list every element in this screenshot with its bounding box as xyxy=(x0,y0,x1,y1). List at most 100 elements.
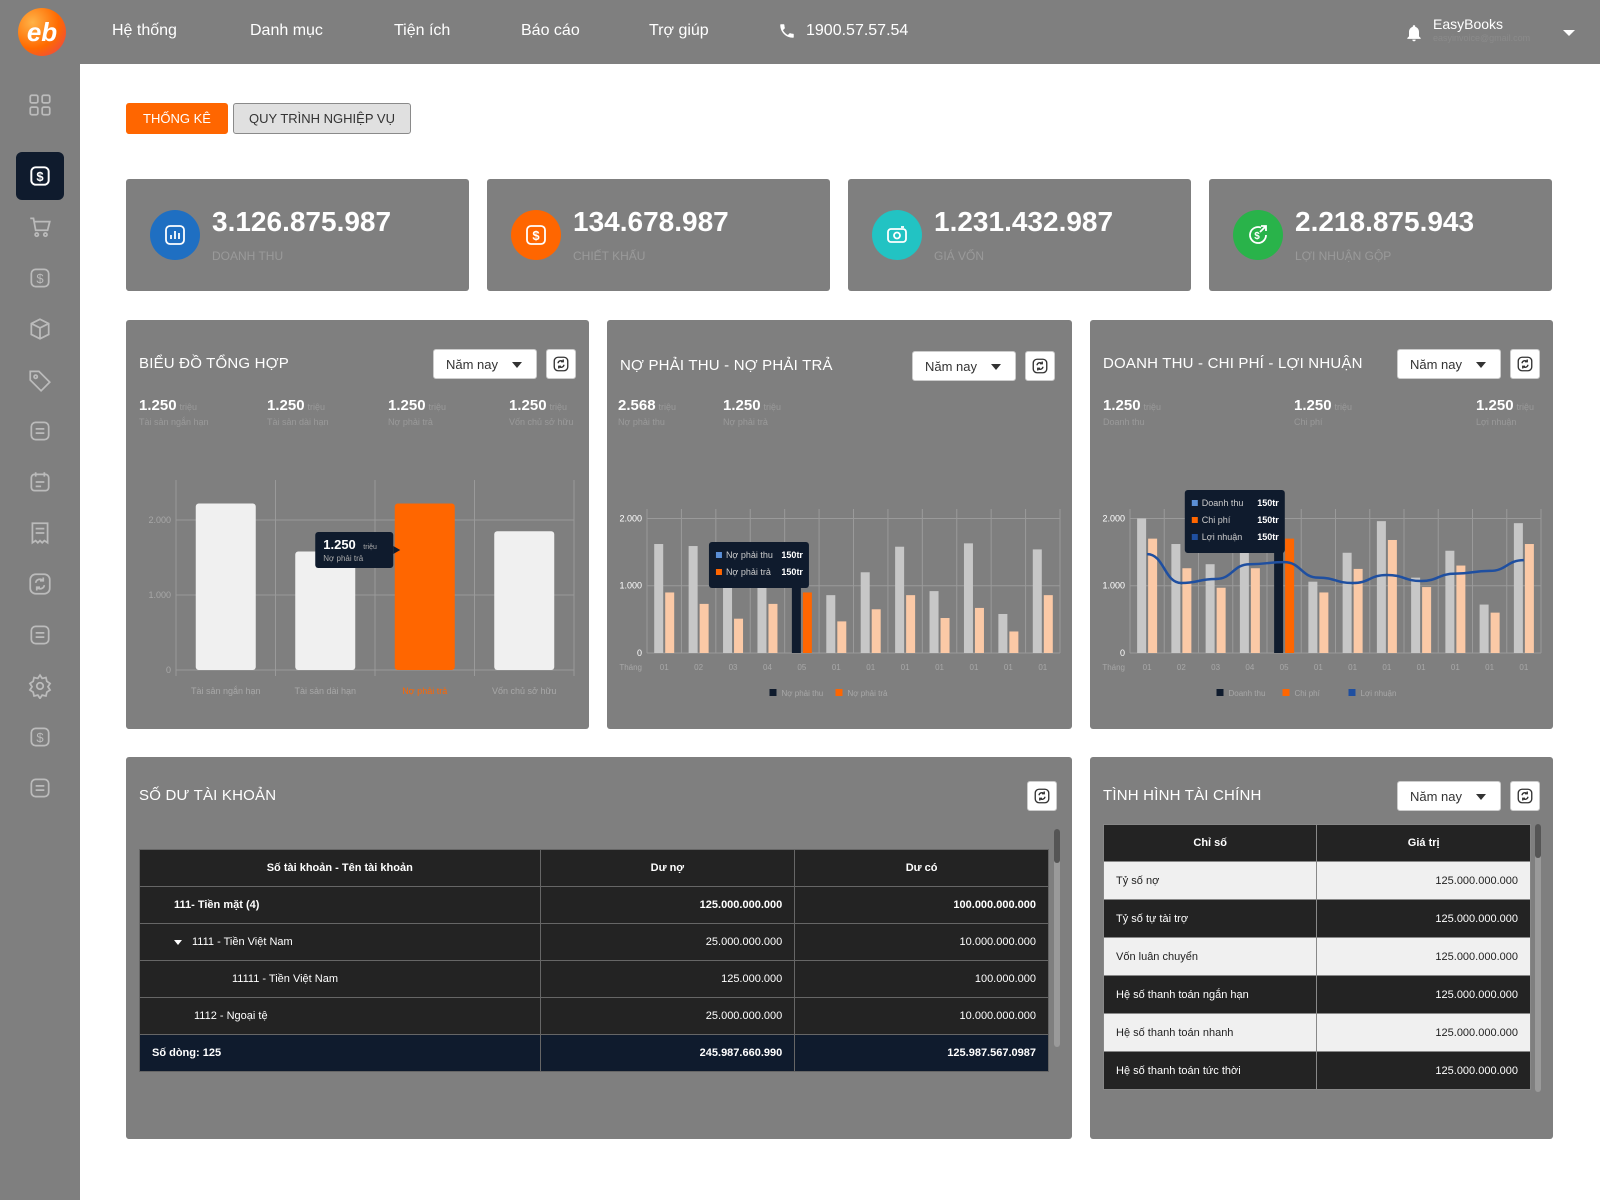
hotline[interactable]: 1900.57.57.54 xyxy=(778,22,908,40)
nav-item-tien-ich[interactable]: Tiện ích xyxy=(394,22,451,39)
tooltip-swatch xyxy=(715,552,722,558)
list-icon[interactable] xyxy=(27,622,53,648)
column-header-credit[interactable]: Dư có xyxy=(794,849,1049,887)
stat-no-phai-thu: 2.568 triệu Nợ phải thu xyxy=(618,397,676,427)
bar xyxy=(1479,604,1489,653)
refresh-button[interactable] xyxy=(1025,351,1055,381)
scrollbar-track[interactable] xyxy=(1535,824,1541,1092)
stat-value: 1.250 xyxy=(509,397,547,414)
scrollbar-track[interactable] xyxy=(1054,829,1060,1047)
stat-label: Chi phí xyxy=(1294,417,1323,427)
nav-item-danh-muc[interactable]: Danh mục xyxy=(250,22,323,39)
y-tick-label: 1.000 xyxy=(1102,581,1125,591)
gear-icon[interactable] xyxy=(27,673,53,699)
table-row[interactable]: Tỷ số nợ 125.000.000.000 xyxy=(1102,861,1531,900)
box-icon[interactable] xyxy=(27,316,53,342)
caret-down-icon[interactable] xyxy=(174,939,182,945)
tooltip-label: Lợi nhuận xyxy=(1202,532,1242,542)
stat-tai-san-dai-han: 1.250 triệu Tài sản dài hạn xyxy=(267,397,329,427)
table-row[interactable]: 1112 - Ngoại tệ 25.000.000.000 10.000.000.… xyxy=(139,997,1049,1035)
tooltip-label: Nợ phải thu xyxy=(726,550,773,560)
dollar-icon[interactable]: $ xyxy=(27,265,53,291)
table-row[interactable]: 111- Tiền mặt (4) 125.000.000.000 100.000.… xyxy=(139,886,1049,924)
period-select[interactable]: Năm nay xyxy=(433,349,537,379)
bar xyxy=(1456,565,1466,653)
stat-label: Tài sản ngắn hạn xyxy=(139,417,209,427)
y-tick-label: 2.000 xyxy=(1102,513,1125,523)
x-tick-label: 04 xyxy=(763,663,772,672)
money-growth-icon: $ xyxy=(1233,210,1283,260)
x-tick-label: 01 xyxy=(1485,663,1494,672)
period-select[interactable]: Năm nay xyxy=(912,351,1016,381)
period-select[interactable]: Năm nay xyxy=(1397,349,1501,379)
tooltip-swatch xyxy=(1191,500,1198,506)
x-tick-label: 01 xyxy=(1348,663,1357,672)
tab-quy-trinh-nghiep-vu[interactable]: QUY TRÌNH NGHIỆP VỤ xyxy=(233,103,411,134)
user-menu[interactable]: EasyBooks easyinvoice@gmail.com xyxy=(1400,16,1590,52)
refresh-button[interactable] xyxy=(1027,781,1057,811)
refresh-icon[interactable] xyxy=(27,571,53,597)
table-row[interactable]: 11111 - Tiền Việt Nam 125.000.000 100.000.… xyxy=(139,960,1049,998)
refresh-icon xyxy=(1517,356,1533,372)
panel-tinh-hinh-tai-chinh: TÌNH HÌNH TÀI CHÍNH Năm nay Chỉ số Giá t… xyxy=(1090,757,1553,1139)
grid-icon[interactable] xyxy=(27,92,53,118)
nav-item-bao-cao[interactable]: Báo cáo xyxy=(521,22,580,39)
y-tick-label: 2.000 xyxy=(619,513,642,523)
list-icon[interactable] xyxy=(27,418,53,444)
table-row[interactable]: Vốn luân chuyển 125.000.000.000 xyxy=(1102,937,1531,976)
x-tick-label: 01 xyxy=(1004,663,1013,672)
x-tick-label: 01 xyxy=(1143,663,1152,672)
sidebar: $ $ $ xyxy=(0,64,80,1200)
indicator-name: Hệ số thanh toán nhanh xyxy=(1102,1013,1318,1052)
refresh-button[interactable] xyxy=(1510,781,1540,811)
account-name-cell: 111- Tiền mặt (4) xyxy=(139,886,541,924)
calendar-icon[interactable] xyxy=(27,469,53,495)
x-tick-label: 01 xyxy=(970,663,979,672)
refresh-button[interactable] xyxy=(1510,349,1540,379)
bar xyxy=(1171,544,1181,653)
footer-label: Số dòng: 125 xyxy=(139,1034,541,1072)
bar xyxy=(1422,587,1432,653)
table-row[interactable]: Hệ số thanh toán nhanh 125.000.000.000 xyxy=(1102,1013,1531,1052)
stat-label: Vốn chủ sở hữu xyxy=(509,417,574,427)
cart-icon[interactable] xyxy=(27,214,53,240)
tooltip-value: 1.250 xyxy=(323,537,356,552)
nav-item-tro-giup[interactable]: Trợ giúp xyxy=(649,22,709,39)
bell-icon[interactable] xyxy=(1404,22,1424,44)
bar xyxy=(1342,552,1352,653)
credit-cell: 10.000.000.000 xyxy=(794,997,1049,1035)
select-value: Năm nay xyxy=(1410,789,1463,804)
column-header-debit[interactable]: Dư nợ xyxy=(539,849,796,887)
refresh-button[interactable] xyxy=(546,349,576,379)
bar xyxy=(654,544,664,653)
dollar-icon[interactable]: $ xyxy=(27,724,53,750)
tab-thong-ke[interactable]: THỐNG KÊ xyxy=(126,103,228,134)
column-header-value[interactable]: Giá trị xyxy=(1316,824,1531,862)
column-header-account[interactable]: Số tài khoản - Tên tài khoản xyxy=(139,849,541,887)
tag-icon[interactable] xyxy=(27,367,53,393)
table-row[interactable]: Hệ số thanh toán ngắn hạn 125.000.000.000 xyxy=(1102,975,1531,1014)
bar xyxy=(1353,568,1363,653)
refresh-icon xyxy=(1517,788,1533,804)
x-tick-label: 05 xyxy=(797,663,806,672)
table-row[interactable]: 1111 - Tiền Việt Nam 25.000.000.000 10.000… xyxy=(139,923,1049,961)
receipt-icon[interactable] xyxy=(27,520,53,546)
list-icon[interactable] xyxy=(27,775,53,801)
stat-von-chu-so-huu: 1.250 triệu Vốn chủ sở hữu xyxy=(509,397,573,427)
app-logo[interactable]: eb xyxy=(18,8,66,56)
table-row[interactable]: Tỷ số tự tài trợ 125.000.000.000 xyxy=(1102,899,1531,938)
x-tick-label: Vốn chủ sở hữu xyxy=(492,686,556,696)
chevron-down-icon[interactable] xyxy=(1562,28,1576,38)
scrollbar-thumb[interactable] xyxy=(1535,824,1541,858)
dollar-icon[interactable]: $ xyxy=(27,163,53,189)
legend-swatch xyxy=(1216,689,1224,696)
indicator-value: 125.000.000.000 xyxy=(1316,861,1531,900)
period-select[interactable]: Năm nay xyxy=(1397,781,1501,811)
nav-item-he-thong[interactable]: Hệ thống xyxy=(112,22,177,39)
table-row[interactable]: Hệ số thanh toán tức thời 125.000.000.000 xyxy=(1102,1051,1531,1090)
scrollbar-thumb[interactable] xyxy=(1054,829,1060,863)
bar xyxy=(1009,631,1019,653)
column-header-indicator[interactable]: Chỉ số xyxy=(1102,824,1318,862)
x-tick-label: Nợ phải trả xyxy=(402,686,447,696)
bar xyxy=(940,618,950,653)
